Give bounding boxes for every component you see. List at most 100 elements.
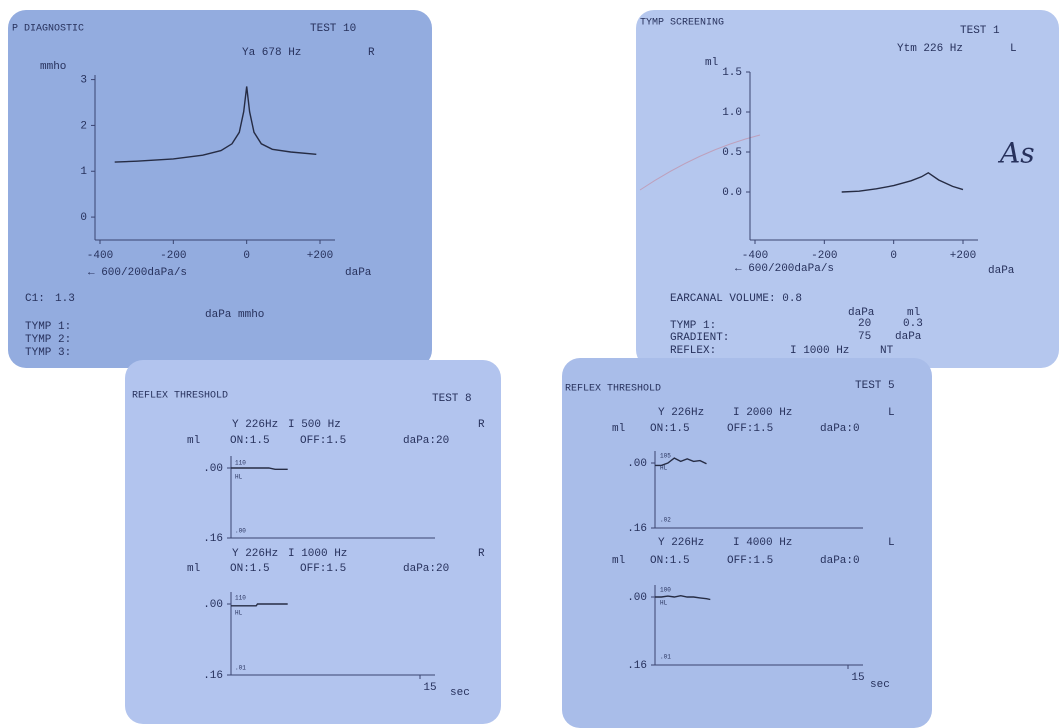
annotation: R (478, 419, 485, 431)
y-tick-label: 0.0 (722, 187, 742, 199)
y-axis-label: ml (612, 555, 625, 567)
x-tick-label: 0 (890, 250, 897, 262)
annotation: HL (235, 474, 243, 481)
x-tick-label: 15 (851, 672, 864, 684)
annotation: Y 226Hz (232, 419, 278, 431)
annotation: ON:1.5 (650, 423, 690, 435)
annotation: OFF:1.5 (300, 563, 346, 575)
y-axis-label: mmho (40, 61, 66, 73)
y-axis-label: ml (187, 435, 200, 447)
y-tick-label: .00 (203, 463, 223, 475)
y-axis-label: ml (187, 563, 200, 575)
annotation: OFF:1.5 (727, 555, 773, 567)
annotation: ON:1.5 (230, 435, 270, 447)
annotation: .00 (235, 528, 246, 535)
x-axis-label: daPa (345, 267, 372, 279)
annotation: R (478, 548, 485, 560)
annotation: HL (235, 610, 243, 617)
x-tick-label: -400 (87, 250, 113, 262)
annotation: ← 600/200daPa/s (735, 263, 834, 275)
panel-title: TYMP SCREENING (640, 18, 724, 29)
annotation: 110 (235, 595, 246, 602)
annotation: TYMP 1: (25, 321, 71, 333)
annotation: L (888, 537, 895, 549)
annotation: TYMP 3: (25, 347, 71, 359)
annotation: 0.3 (903, 318, 923, 330)
annotation: 1.3 (55, 293, 75, 305)
panel-title: REFLEX THRESHOLD (132, 391, 228, 402)
annotation: Y 226Hz (658, 537, 704, 549)
annotation: I 1000 Hz (288, 548, 347, 560)
y-tick-label: .00 (627, 458, 647, 470)
annotation: daPa (895, 331, 922, 343)
annotation: TYMP 1: (670, 320, 716, 332)
annotation: .02 (660, 517, 671, 524)
annotation: L (1010, 43, 1017, 55)
y-tick-label: 0.5 (722, 147, 742, 159)
annotation: .01 (660, 654, 671, 661)
annotation: C1: (25, 293, 45, 305)
annotation: ← 600/200daPa/s (88, 267, 187, 279)
x-axis-label: daPa (988, 265, 1015, 277)
y-tick-label: 1.5 (722, 67, 742, 79)
annotation: HL (660, 465, 668, 472)
annotation: TEST 1 (960, 25, 1000, 37)
annotation: daPa:0 (820, 555, 860, 567)
annotation: TEST 8 (432, 393, 472, 405)
annotation: daPa:0 (820, 423, 860, 435)
y-tick-label: .16 (203, 670, 223, 682)
annotation: I 2000 Hz (733, 407, 792, 419)
annotation: I 500 Hz (288, 419, 341, 431)
annotation: REFLEX: (670, 345, 716, 357)
annotation: 105 (660, 453, 671, 460)
annotation: OFF:1.5 (727, 423, 773, 435)
x-axis-label: sec (870, 679, 890, 691)
panel-background (125, 360, 501, 724)
annotation: daPa mmho (205, 309, 264, 321)
annotation: 110 (235, 460, 246, 467)
x-tick-label: +200 (950, 250, 976, 262)
annotation: Ya 678 Hz (242, 47, 301, 59)
page: {"chart_data": [ {"type": "line", "title… (0, 0, 1059, 728)
annotation: I 1000 Hz (790, 345, 849, 357)
y-tick-label: 0 (80, 212, 87, 224)
annotation: Ytm 226 Hz (897, 43, 963, 55)
y-axis-label: ml (612, 423, 625, 435)
y-tick-label: 1.0 (722, 107, 742, 119)
y-tick-label: .00 (627, 592, 647, 604)
x-tick-label: +200 (307, 250, 333, 262)
annotation: 75 (858, 331, 871, 343)
x-tick-label: 15 (423, 682, 436, 694)
annotation: As (997, 137, 1035, 170)
x-tick-label: -200 (160, 250, 186, 262)
annotation: L (888, 407, 895, 419)
x-tick-label: -200 (811, 250, 837, 262)
annotation: TYMP 2: (25, 334, 71, 346)
x-tick-label: 0 (243, 250, 250, 262)
y-tick-label: 1 (80, 166, 87, 178)
x-tick-label: -400 (742, 250, 768, 262)
collage: P DIAGNOSTIC0123-400-2000+200mmhodaPaTES… (0, 0, 1059, 728)
y-tick-label: .16 (203, 533, 223, 545)
annotation: R (368, 47, 375, 59)
annotation: GRADIENT: (670, 332, 729, 344)
annotation: daPa:20 (403, 435, 449, 447)
annotation: ON:1.5 (230, 563, 270, 575)
y-axis-label: ml (705, 57, 718, 69)
annotation: NT (880, 345, 894, 357)
annotation: TEST 5 (855, 380, 895, 392)
annotation: HL (660, 600, 668, 607)
y-tick-label: .16 (627, 660, 647, 672)
panel-title: P DIAGNOSTIC (12, 24, 84, 35)
y-tick-label: 2 (80, 120, 87, 132)
annotation: 20 (858, 318, 871, 330)
annotation: EARCANAL VOLUME: 0.8 (670, 293, 802, 305)
annotation: TEST 10 (310, 23, 356, 35)
annotation: .01 (235, 665, 246, 672)
annotation: OFF:1.5 (300, 435, 346, 447)
annotation: Y 226Hz (232, 548, 278, 560)
annotation: Y 226Hz (658, 407, 704, 419)
y-tick-label: .16 (627, 523, 647, 535)
y-tick-label: .00 (203, 599, 223, 611)
annotation: daPa:20 (403, 563, 449, 575)
